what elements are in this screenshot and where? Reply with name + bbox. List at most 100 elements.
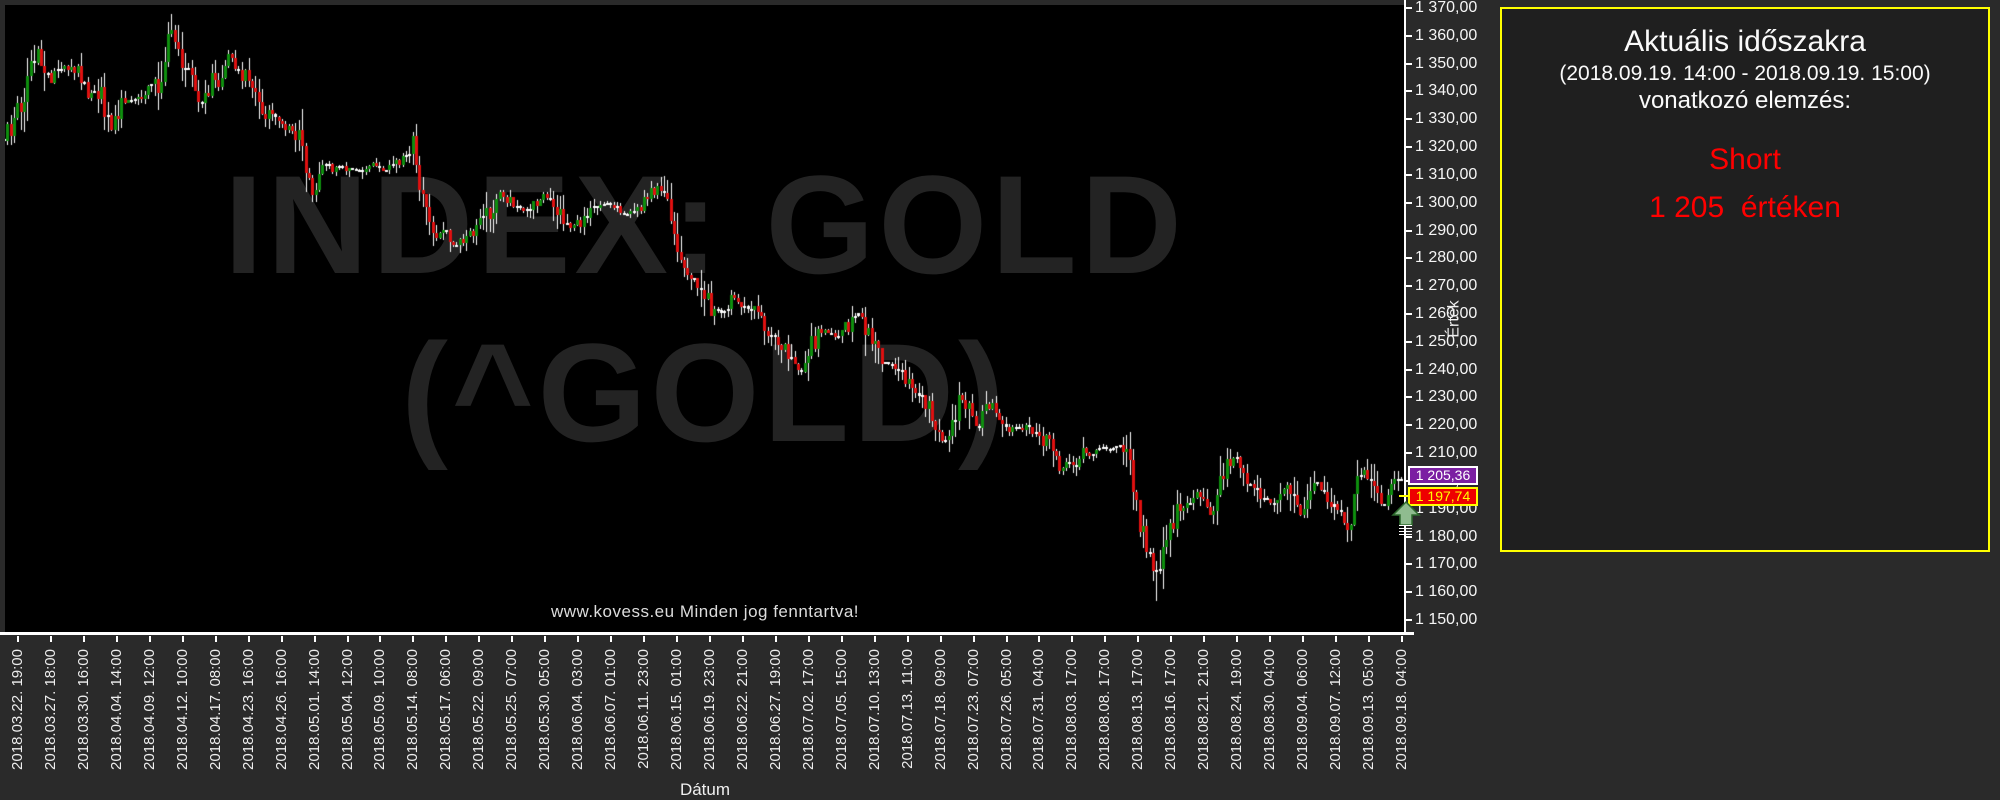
x-tick-mark xyxy=(741,636,744,642)
x-tick-mark xyxy=(1071,636,1074,642)
x-tick-label: 2018.04.12. 10:00 xyxy=(173,649,191,770)
x-tick-mark xyxy=(544,636,547,642)
x-tick-mark xyxy=(247,636,250,642)
x-tick-mark xyxy=(577,636,580,642)
x-tick-mark xyxy=(82,636,85,642)
x-tick-mark xyxy=(478,636,481,642)
y-axis-line xyxy=(1404,0,1406,635)
y-tick-mark xyxy=(1404,340,1412,343)
x-tick-label: 2018.06.22. 21:00 xyxy=(733,649,751,770)
x-tick-mark xyxy=(1203,636,1206,642)
x-tick-label: 2018.08.13. 17:00 xyxy=(1129,649,1147,770)
last-price-tag: 1 197,74 xyxy=(1408,487,1478,506)
x-tick-label: 2018.09.07. 12:00 xyxy=(1327,649,1344,770)
analysis-panel: Aktuális időszakra (2018.09.19. 14:00 - … xyxy=(1500,7,1990,552)
y-tick-label: 1 350,00 xyxy=(1415,54,1478,72)
x-tick-label: 2018.07.13. 11:00 xyxy=(898,649,916,769)
x-tick-label: 2018.05.01. 14:00 xyxy=(305,649,323,770)
y-tick-label: 1 270,00 xyxy=(1415,277,1478,295)
x-tick-mark xyxy=(774,636,777,642)
copyright-watermark: www.kovess.eu Minden jog fenntartva! xyxy=(550,602,860,621)
x-tick-label: 2018.09.18. 04:00 xyxy=(1392,649,1410,770)
x-tick-label: 2018.06.27. 19:00 xyxy=(766,649,784,770)
y-tick-label: 1 220,00 xyxy=(1415,416,1478,434)
y-tick-label: 1 210,00 xyxy=(1415,444,1478,462)
x-tick-mark xyxy=(610,636,613,642)
y-tick-label: 1 180,00 xyxy=(1415,527,1478,545)
y-tick-mark xyxy=(1404,312,1412,315)
axis-hash-mark xyxy=(1399,531,1412,532)
y-tick-mark xyxy=(1404,257,1412,260)
signal-price-tag: 1 205,36 xyxy=(1408,466,1478,485)
x-tick-label: 2018.07.26. 05:00 xyxy=(997,649,1015,770)
y-tick-label: 1 280,00 xyxy=(1415,249,1478,267)
x-tick-mark xyxy=(1302,636,1305,642)
y-tick-mark xyxy=(1404,591,1412,594)
x-tick-label: 2018.03.27. 18:00 xyxy=(41,649,59,770)
signal-direction: Short xyxy=(1709,143,1781,176)
y-tick-label: 1 320,00 xyxy=(1415,138,1478,156)
x-tick-mark xyxy=(1236,636,1239,642)
y-tick-label: 1 370,00 xyxy=(1415,0,1478,16)
x-tick-mark xyxy=(1269,636,1272,642)
x-tick-label: 2018.05.30. 05:00 xyxy=(536,649,554,770)
y-tick-mark xyxy=(1404,452,1412,455)
x-tick-mark xyxy=(280,636,283,642)
y-tick-mark xyxy=(1404,201,1412,204)
x-tick-mark xyxy=(214,636,217,642)
x-axis-line xyxy=(0,632,1414,635)
x-tick-mark xyxy=(346,636,349,642)
x-tick-mark xyxy=(873,636,876,642)
x-tick-label: 2018.03.22. 19:00 xyxy=(9,649,26,770)
y-tick-label: 1 300,00 xyxy=(1415,193,1478,211)
x-tick-label: 2018.09.04. 06:00 xyxy=(1294,649,1312,770)
x-tick-label: 2018.07.18. 09:00 xyxy=(931,649,949,770)
y-tick-mark xyxy=(1404,424,1412,427)
plot-area: INDEX: GOLD (^GOLD) www.kovess.eu Minden… xyxy=(5,5,1405,633)
x-tick-mark xyxy=(379,636,382,642)
x-tick-mark xyxy=(445,636,448,642)
x-tick-label: 2018.05.25. 07:00 xyxy=(503,649,521,770)
analysis-period: (2018.09.19. 14:00 - 2018.09.19. 15:00) xyxy=(1559,62,1931,85)
x-tick-label: 2018.06.04. 03:00 xyxy=(569,649,587,770)
x-tick-label: 2018.07.31. 04:00 xyxy=(1030,649,1048,770)
y-tick-mark xyxy=(1404,368,1412,371)
x-tick-label: 2018.05.14. 08:00 xyxy=(404,649,422,770)
y-tick-mark xyxy=(1404,563,1412,566)
x-tick-label: 2018.08.30. 04:00 xyxy=(1261,649,1279,770)
x-tick-mark xyxy=(906,636,909,642)
x-tick-mark xyxy=(708,636,711,642)
x-tick-mark xyxy=(1400,636,1403,642)
analysis-subtitle: vonatkozó elemzés: xyxy=(1638,87,1852,114)
x-tick-label: 2018.04.04. 14:00 xyxy=(107,649,125,770)
axis-hash-mark xyxy=(1399,525,1412,526)
y-tick-mark xyxy=(1404,618,1412,621)
x-tick-mark xyxy=(181,636,184,642)
candlestick-canvas xyxy=(5,5,1405,633)
x-tick-mark xyxy=(1104,636,1107,642)
analysis-panel-title: Aktuális időszakra xyxy=(1624,25,1866,58)
x-tick-label: 2018.08.08. 17:00 xyxy=(1096,649,1114,770)
y-tick-mark xyxy=(1404,90,1412,93)
x-tick-mark xyxy=(1005,636,1008,642)
y-tick-mark xyxy=(1404,62,1412,65)
y-tick-label: 1 360,00 xyxy=(1415,26,1478,44)
y-tick-mark xyxy=(1404,118,1412,121)
y-tick-label: 1 310,00 xyxy=(1415,165,1478,183)
y-tick-label: 1 230,00 xyxy=(1415,388,1478,406)
x-tick-mark xyxy=(49,636,52,642)
y-tick-label: 1 150,00 xyxy=(1415,610,1478,628)
x-tick-mark xyxy=(939,636,942,642)
y-axis-title: Érték xyxy=(1445,300,1463,338)
x-tick-label: 2018.07.02. 17:00 xyxy=(799,649,817,770)
x-tick-label: 2018.03.30. 16:00 xyxy=(74,649,92,770)
x-tick-label: 2018.09.13. 05:00 xyxy=(1359,649,1377,770)
x-tick-label: 2018.07.10. 13:00 xyxy=(865,649,883,770)
x-tick-mark xyxy=(115,636,118,642)
x-tick-mark xyxy=(148,636,151,642)
x-tick-label: 2018.05.22. 09:00 xyxy=(470,649,488,770)
x-tick-label: 2018.06.11. 23:00 xyxy=(635,649,653,769)
y-tick-mark xyxy=(1404,535,1412,538)
y-tick-mark xyxy=(1404,173,1412,176)
